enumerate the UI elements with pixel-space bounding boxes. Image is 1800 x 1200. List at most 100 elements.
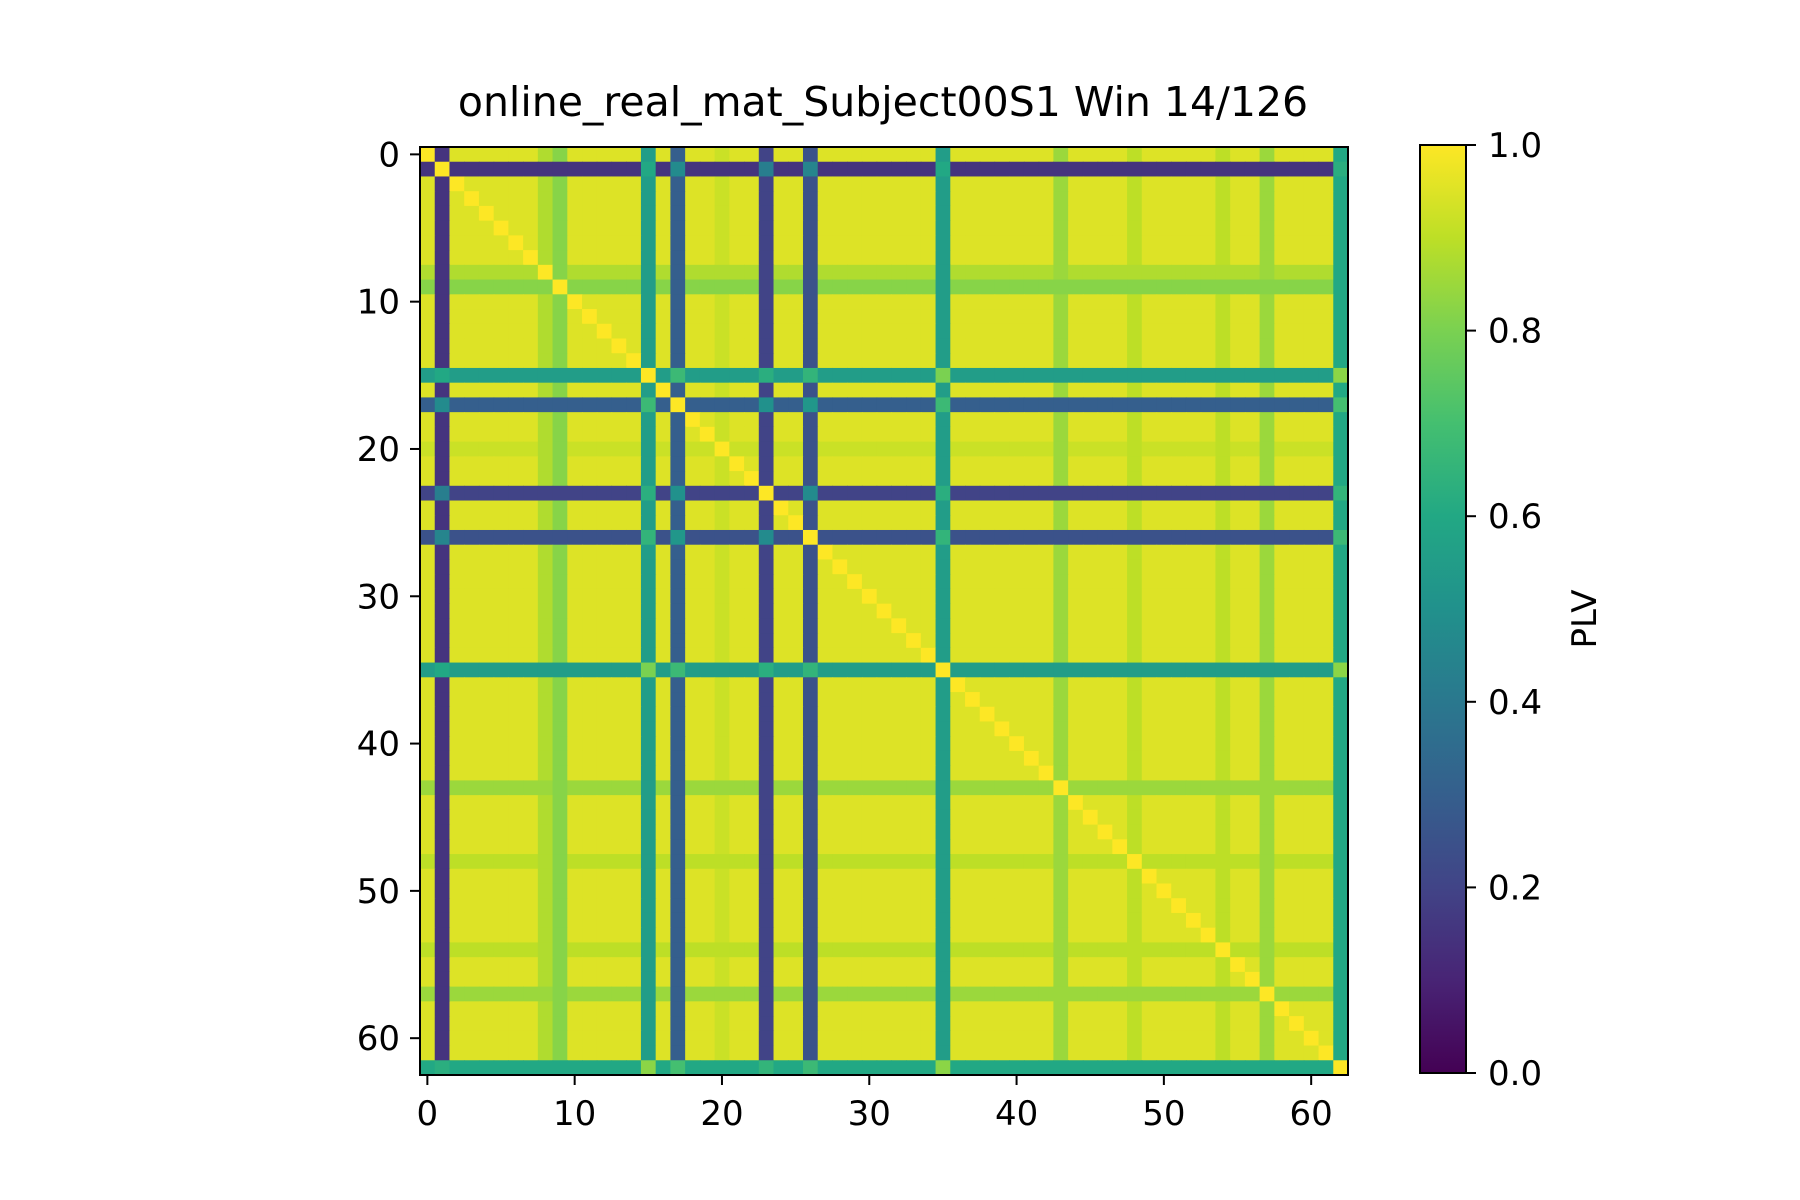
heatmap-cell — [449, 353, 465, 369]
heatmap-cell — [478, 279, 495, 295]
heatmap-cell — [832, 1030, 848, 1047]
heatmap-cell — [950, 559, 966, 575]
heatmap-cell — [1038, 309, 1054, 325]
heatmap-cell — [685, 205, 701, 222]
heatmap-cell — [1185, 780, 1202, 796]
heatmap-cell — [788, 294, 804, 310]
heatmap-cell — [434, 765, 451, 781]
heatmap-cell — [611, 471, 627, 487]
heatmap-cell — [758, 426, 775, 443]
heatmap-cell — [847, 839, 863, 855]
heatmap-cell — [1038, 529, 1054, 546]
heatmap-cell — [906, 971, 922, 988]
heatmap-cell — [965, 397, 981, 413]
heatmap-cell — [906, 824, 922, 840]
heatmap-cell — [670, 529, 686, 546]
heatmap-cell — [1259, 279, 1275, 295]
heatmap-cell — [1333, 854, 1349, 870]
heatmap-cell — [1333, 662, 1349, 678]
heatmap-cell — [1112, 544, 1128, 561]
heatmap-cell — [1112, 309, 1128, 325]
heatmap-cell — [1303, 824, 1320, 840]
heatmap-cell — [1141, 456, 1158, 472]
heatmap-cell — [1185, 677, 1202, 693]
heatmap-cell — [567, 279, 583, 295]
heatmap-cell — [699, 147, 716, 163]
heatmap-cell — [1215, 485, 1231, 502]
heatmap-cell — [611, 795, 627, 811]
heatmap-cell — [1289, 677, 1305, 693]
heatmap-cell — [1009, 1045, 1025, 1061]
heatmap-cell — [773, 942, 789, 958]
heatmap-cell — [626, 809, 642, 826]
heatmap-cell — [979, 176, 996, 192]
heatmap-cell — [1289, 412, 1305, 428]
heatmap-cell — [979, 986, 996, 1002]
heatmap-cell — [1156, 471, 1172, 487]
heatmap-cell — [449, 500, 465, 516]
heatmap-cell — [1244, 1030, 1261, 1047]
heatmap-cell — [523, 1060, 539, 1076]
heatmap-cell — [596, 765, 613, 781]
heatmap-cell — [1156, 309, 1172, 325]
heatmap-cell — [478, 529, 495, 546]
heatmap-cell — [891, 485, 907, 502]
heatmap-cell — [685, 294, 701, 310]
heatmap-cell — [1274, 397, 1290, 413]
heatmap-cell — [1230, 677, 1246, 693]
heatmap-cell — [1289, 1001, 1305, 1017]
heatmap-cell — [802, 309, 819, 325]
heatmap-cell — [788, 235, 804, 251]
heatmap-cell — [626, 677, 642, 693]
heatmap-cell — [965, 529, 981, 546]
heatmap-cell — [449, 235, 465, 251]
heatmap-cell — [847, 824, 863, 840]
heatmap-cell — [1053, 706, 1069, 723]
heatmap-cell — [685, 1060, 701, 1076]
heatmap-cell — [1303, 220, 1320, 236]
heatmap-cell — [744, 750, 760, 767]
heatmap-cell — [788, 176, 804, 192]
heatmap-cell — [508, 397, 524, 413]
heatmap-cell — [714, 338, 730, 354]
heatmap-cell — [994, 426, 1010, 443]
heatmap-cell — [1053, 1016, 1069, 1032]
heatmap-cell — [773, 765, 789, 781]
heatmap-cell — [1259, 883, 1275, 899]
heatmap-cell — [1215, 795, 1231, 811]
heatmap-cell — [685, 161, 701, 178]
heatmap-cell — [611, 942, 627, 958]
heatmap-cell — [1333, 441, 1349, 457]
heatmap-cell — [1141, 191, 1158, 207]
heatmap-cell — [420, 736, 436, 752]
heatmap-cell — [1156, 721, 1172, 737]
heatmap-cell — [1244, 544, 1261, 561]
heatmap-cell — [965, 971, 981, 988]
heatmap-cell — [1023, 205, 1040, 222]
heatmap-cell — [1009, 191, 1025, 207]
heatmap-cell — [1009, 986, 1025, 1002]
heatmap-cell — [773, 662, 789, 678]
heatmap-cell — [420, 927, 436, 944]
heatmap-cell — [1038, 485, 1054, 502]
heatmap-cell — [1274, 912, 1290, 929]
heatmap-cell — [655, 706, 672, 723]
heatmap-cell — [994, 957, 1010, 973]
heatmap-cell — [552, 500, 568, 516]
heatmap-cell — [1053, 898, 1069, 914]
heatmap-cell — [832, 559, 848, 575]
heatmap-cell — [1112, 412, 1128, 428]
heatmap-cell — [478, 294, 495, 310]
heatmap-cell — [714, 780, 730, 796]
heatmap-cell — [582, 971, 598, 988]
heatmap-cell — [1023, 706, 1040, 723]
heatmap-cell — [611, 721, 627, 737]
heatmap-cell — [1274, 161, 1290, 178]
heatmap-cell — [832, 986, 848, 1002]
heatmap-cell — [626, 397, 642, 413]
heatmap-cell — [670, 191, 686, 207]
heatmap-cell — [1038, 161, 1054, 178]
heatmap-cell — [994, 309, 1010, 325]
heatmap-cell — [670, 441, 686, 457]
heatmap-cell — [950, 750, 966, 767]
